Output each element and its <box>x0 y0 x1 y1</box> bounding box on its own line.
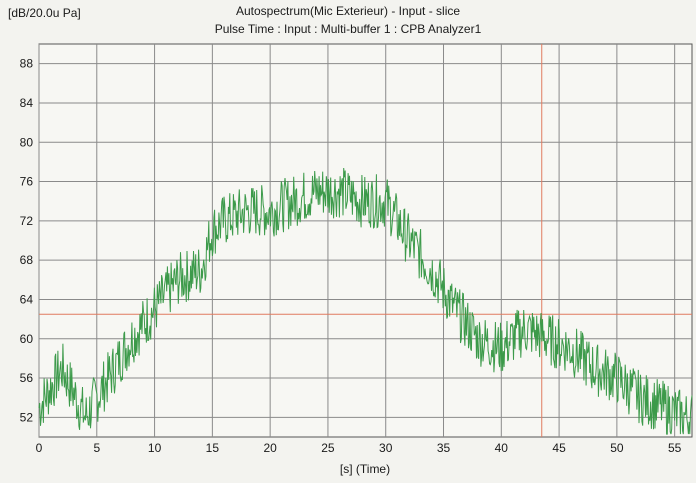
y-axis-title: [dB/20.0u Pa] <box>8 6 81 20</box>
x-tick-label: 55 <box>668 441 682 455</box>
x-tick-label: 45 <box>552 441 566 455</box>
x-tick-labels: 0 5 10 15 20 25 30 35 40 45 50 55 <box>36 441 682 455</box>
y-tick-labels: 52 56 60 64 68 72 76 80 84 88 <box>20 57 34 425</box>
x-tick-label: 15 <box>206 441 220 455</box>
x-tick-label: 10 <box>148 441 162 455</box>
y-tick-label: 76 <box>20 175 34 189</box>
plot-background <box>38 43 693 438</box>
y-tick-label: 56 <box>20 371 34 385</box>
y-tick-label: 60 <box>20 332 34 346</box>
y-tick-label: 72 <box>20 214 34 228</box>
series-line <box>38 167 693 435</box>
chart-title: Autospectrum(Mic Exterieur) - Input - sl… <box>235 4 461 18</box>
x-tick-label: 25 <box>321 441 335 455</box>
y-tick-label: 80 <box>20 135 34 149</box>
y-tick-label: 64 <box>20 292 34 306</box>
x-tick-label: 20 <box>263 441 277 455</box>
y-tick-label: 68 <box>20 253 34 267</box>
x-tick-label: 40 <box>495 441 509 455</box>
y-tick-label: 84 <box>20 96 34 110</box>
y-tick-label: 52 <box>20 410 34 424</box>
x-tick-label: 30 <box>379 441 393 455</box>
x-tick-label: 5 <box>93 441 100 455</box>
x-tick-label: 50 <box>610 441 624 455</box>
chart-subtitle: Pulse Time : Input : Multi-buffer 1 : CP… <box>214 22 482 36</box>
x-tick-label: 0 <box>36 441 43 455</box>
x-tick-label: 35 <box>437 441 451 455</box>
x-axis-title: [s] (Time) <box>340 462 390 476</box>
y-tick-label: 88 <box>20 57 34 71</box>
grid <box>38 44 692 437</box>
